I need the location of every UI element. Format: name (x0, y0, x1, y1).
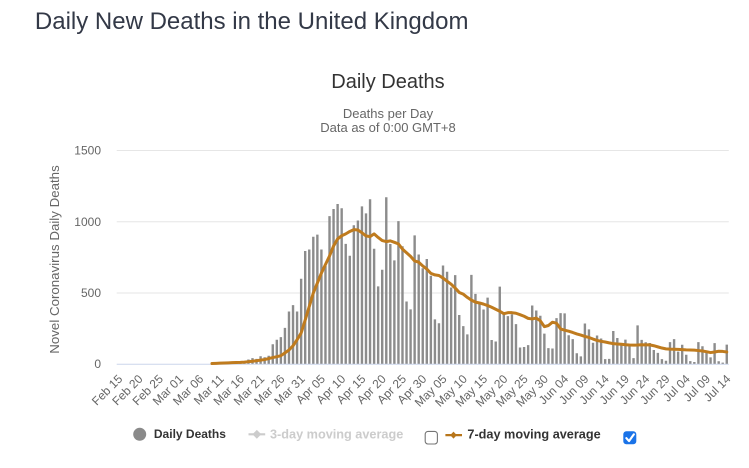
svg-text:3-day moving average: 3-day moving average (270, 427, 403, 441)
svg-text:0: 0 (94, 357, 101, 371)
svg-text:7-day moving average: 7-day moving average (467, 427, 600, 441)
svg-text:Daily Deaths: Daily Deaths (154, 427, 226, 441)
svg-text:Daily Deaths: Daily Deaths (331, 71, 444, 93)
svg-text:Novel Coronavirus Daily Deaths: Novel Coronavirus Daily Deaths (47, 165, 62, 354)
svg-text:1500: 1500 (74, 144, 101, 158)
svg-text:500: 500 (81, 286, 101, 300)
svg-text:Deaths per Day: Deaths per Day (343, 106, 434, 121)
svg-text:1000: 1000 (74, 215, 101, 229)
svg-text:Data as of 0:00 GMT+8: Data as of 0:00 GMT+8 (320, 120, 455, 135)
